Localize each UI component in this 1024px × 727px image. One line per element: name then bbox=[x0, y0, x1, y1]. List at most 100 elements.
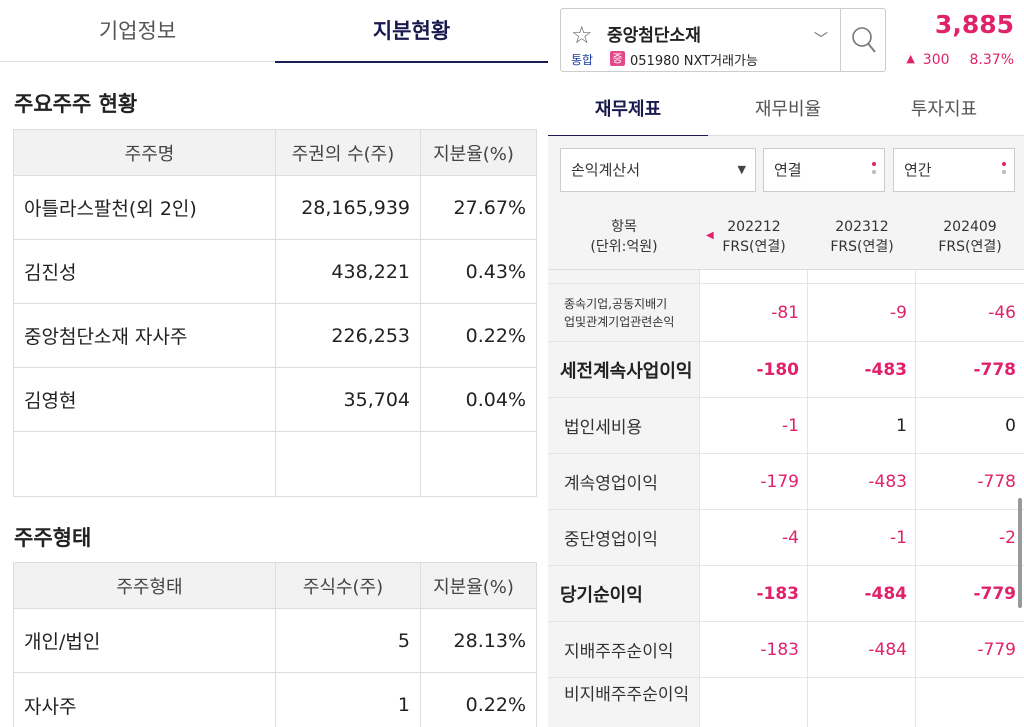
table-row: 중단영업이익 -4 -1 -2 bbox=[548, 510, 1024, 566]
period-label: 202409 bbox=[943, 219, 997, 235]
tab-fin-ratio[interactable]: 재무비율 bbox=[754, 99, 822, 120]
row-label: 세전계속사업이익 bbox=[548, 342, 700, 397]
header-holder-type: 주주형태 bbox=[14, 563, 276, 608]
period-label: 202212 bbox=[727, 219, 781, 235]
share-ratio: 0.43% bbox=[465, 260, 526, 283]
row-label: 당기순이익 bbox=[548, 566, 700, 621]
table-row-empty bbox=[14, 432, 536, 496]
share-ratio: 27.67% bbox=[453, 196, 526, 219]
row-value: 0 bbox=[1005, 415, 1016, 436]
period-column-header: 202312 FRS(연결) bbox=[808, 204, 916, 270]
row-value: -483 bbox=[808, 454, 916, 509]
major-holders-table: 주주명 주권의 수(주) 지분율(%) 아틀라스팔천(외 2인) 28,165,… bbox=[13, 129, 537, 497]
filter-bar: 손익계산서 ▼ 연결 연간 bbox=[548, 136, 1024, 204]
row-value: -81 bbox=[700, 284, 808, 341]
caret-down-icon: ▼ bbox=[737, 163, 746, 176]
item-header-label: 항목 bbox=[611, 219, 637, 235]
period-label: 202312 bbox=[835, 219, 889, 235]
market-badge: 통합 bbox=[571, 53, 594, 67]
table-row: 아틀라스팔천(외 2인) 28,165,939 27.67% bbox=[14, 176, 536, 240]
row-value: -2 bbox=[999, 527, 1016, 548]
star-icon[interactable]: ☆ bbox=[571, 21, 593, 49]
share-count: 1 bbox=[276, 673, 421, 727]
table-row: 당기순이익 -183 -484 -779 bbox=[548, 566, 1024, 622]
share-count: 5 bbox=[276, 609, 421, 672]
holder-name: 아틀라스팔천(외 2인) bbox=[14, 176, 276, 239]
statement-select[interactable]: 손익계산서 ▼ bbox=[560, 148, 756, 192]
basis-label: FRS(연결) bbox=[938, 239, 1002, 255]
search-icon[interactable] bbox=[851, 25, 877, 55]
row-value: -1 bbox=[808, 510, 916, 565]
change-amount: 300 bbox=[922, 52, 950, 68]
row-label: 법인세비용 bbox=[548, 398, 700, 453]
tab-shareholding[interactable]: 지분현황 bbox=[275, 0, 548, 63]
row-label-line: 종속기업,공동지배기 bbox=[564, 296, 668, 311]
margin-badge: 증 bbox=[610, 51, 625, 66]
row-value bbox=[916, 270, 1024, 283]
holder-types-table: 주주형태 주식수(주) 지분율(%) 개인/법인 5 28.13% 자사주 1 … bbox=[13, 562, 537, 727]
share-ratio: 28.13% bbox=[453, 629, 526, 652]
row-value: -183 bbox=[700, 566, 808, 621]
table-row: 김영현 35,704 0.04% bbox=[14, 368, 536, 432]
table-row-partial bbox=[548, 270, 1024, 284]
row-value: -778 bbox=[973, 359, 1016, 380]
price-change: ▲ 300 8.37% bbox=[906, 52, 1014, 68]
row-value bbox=[808, 678, 916, 727]
row-value: -779 bbox=[977, 639, 1016, 660]
period-select[interactable]: 연간 bbox=[893, 148, 1015, 192]
chevron-down-icon[interactable]: ﹀ bbox=[814, 32, 828, 48]
current-price: 3,885 bbox=[934, 10, 1014, 39]
holder-type: 개인/법인 bbox=[14, 609, 276, 672]
share-count bbox=[276, 432, 421, 496]
divider bbox=[840, 9, 841, 71]
scrollbar[interactable] bbox=[1018, 498, 1022, 608]
stock-name: 중앙첨단소재 bbox=[607, 26, 701, 46]
row-value: -180 bbox=[700, 342, 808, 397]
row-value: -1 bbox=[700, 398, 808, 453]
row-value: -484 bbox=[808, 566, 916, 621]
row-value: -179 bbox=[700, 454, 808, 509]
table-row: 세전계속사업이익 -180 -483 -778 bbox=[548, 342, 1024, 398]
row-label-line: 업및관계기업관련손익 bbox=[564, 314, 675, 329]
fin-table-header: 항목 (단위:억원) ◀ 202212 FRS(연결) 202312 FRS(연… bbox=[548, 204, 1024, 270]
share-count: 28,165,939 bbox=[276, 176, 421, 239]
toggle-dots-icon bbox=[1002, 162, 1006, 178]
row-value bbox=[700, 270, 808, 283]
unit-label: (단위:억원) bbox=[590, 239, 658, 255]
basis-label: FRS(연결) bbox=[830, 239, 894, 255]
item-header: 항목 (단위:억원) bbox=[548, 204, 700, 270]
consolidation-select[interactable]: 연결 bbox=[763, 148, 885, 192]
share-count: 438,221 bbox=[276, 240, 421, 303]
share-ratio: 0.22% bbox=[465, 694, 526, 716]
row-value: -4 bbox=[700, 510, 808, 565]
row-label: 지배주주순이익 bbox=[548, 622, 700, 677]
row-label: 중단영업이익 bbox=[548, 510, 700, 565]
table-header-row: 주주명 주권의 수(주) 지분율(%) bbox=[14, 130, 536, 176]
toggle-dots-icon bbox=[872, 162, 876, 178]
table-header-row: 주주형태 주식수(주) 지분율(%) bbox=[14, 563, 536, 609]
statement-select-value: 손익계산서 bbox=[571, 161, 641, 179]
basis-label: FRS(연결) bbox=[722, 239, 786, 255]
table-row: 자사주 1 0.22% bbox=[14, 673, 536, 727]
prev-arrow-icon[interactable]: ◀ bbox=[706, 230, 714, 241]
tab-invest-index[interactable]: 투자지표 bbox=[910, 99, 978, 120]
row-value: -779 bbox=[973, 583, 1016, 604]
table-row: 종속기업,공동지배기 업및관계기업관련손익 -81 -9 -46 bbox=[548, 284, 1024, 342]
tab-company-info[interactable]: 기업정보 bbox=[98, 19, 177, 43]
table-row: 법인세비용 -1 1 0 bbox=[548, 398, 1024, 454]
row-value: 1 bbox=[808, 398, 916, 453]
stock-selector[interactable]: ☆ 중앙첨단소재 ﹀ 통합 증 051980 NXT거래가능 bbox=[560, 8, 886, 72]
header-holder-name: 주주명 bbox=[14, 130, 276, 175]
share-ratio: 0.04% bbox=[465, 388, 526, 411]
holder-name: 중앙첨단소재 자사주 bbox=[14, 304, 276, 367]
period-column-header: 202409 FRS(연결) bbox=[916, 204, 1024, 270]
share-ratio: 0.22% bbox=[465, 324, 526, 347]
major-holders-title: 주요주주 현황 bbox=[14, 92, 138, 116]
table-row: 계속영업이익 -179 -483 -778 bbox=[548, 454, 1024, 510]
tab-fin-statement[interactable]: 재무제표 bbox=[548, 90, 708, 137]
right-tab-bar: 재무제표 재무비율 투자지표 bbox=[548, 90, 1024, 137]
fin-table-body: 종속기업,공동지배기 업및관계기업관련손익 -81 -9 -46 세전계속사업이… bbox=[548, 270, 1024, 727]
row-value: -483 bbox=[808, 342, 916, 397]
left-tab-bar: 기업정보 지분현황 bbox=[0, 0, 548, 63]
header-share-count: 주식수(주) bbox=[276, 563, 421, 608]
